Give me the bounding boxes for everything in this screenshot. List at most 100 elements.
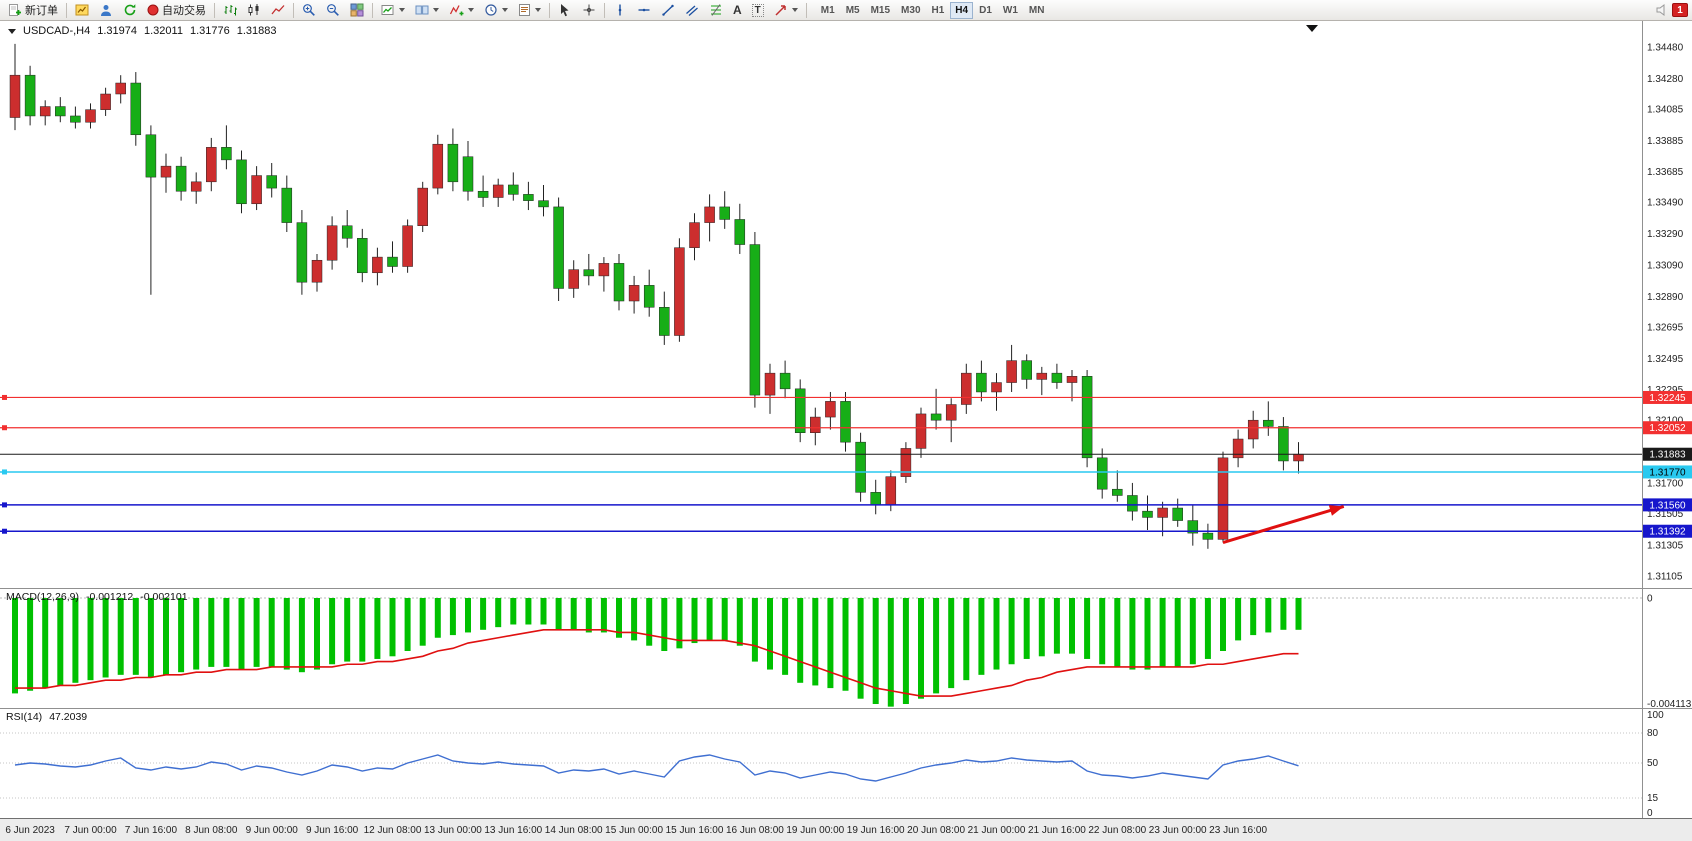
bar-chart-icon bbox=[224, 5, 237, 16]
chart-area[interactable]: 1.34480 1.34280 1.34085 1.33885 1.33685 1.334… bbox=[0, 21, 1692, 841]
candlestick-chart-button[interactable] bbox=[242, 1, 266, 19]
svg-text:1.32695: 1.32695 bbox=[1647, 322, 1684, 333]
text-button[interactable]: A bbox=[728, 1, 747, 19]
cursor-icon bbox=[561, 4, 569, 17]
text-label-icon: T bbox=[751, 3, 764, 17]
horizontal-lines[interactable]: 1.32245 1.32052 1.31883 1.31770 1.31560 1.313… bbox=[0, 390, 1692, 538]
periods-button[interactable] bbox=[479, 1, 513, 19]
auto-trading-button[interactable]: 自动交易 bbox=[142, 1, 211, 19]
toolbar: 新订单 自动交易 bbox=[0, 0, 1692, 21]
toolbar-separator bbox=[214, 2, 215, 18]
trend-arrow[interactable] bbox=[1222, 505, 1345, 544]
svg-text:9 Jun 16:00: 9 Jun 16:00 bbox=[306, 825, 359, 836]
svg-text:6 Jun 2023: 6 Jun 2023 bbox=[5, 825, 55, 836]
text-tool-icon: A bbox=[733, 3, 742, 17]
crosshair-icon bbox=[583, 4, 595, 16]
data-window-button[interactable] bbox=[94, 1, 118, 19]
cursor-button[interactable] bbox=[553, 1, 577, 19]
fibonacci-icon bbox=[711, 4, 721, 16]
svg-text:1.34280: 1.34280 bbox=[1647, 74, 1684, 85]
svg-text:13 Jun 16:00: 13 Jun 16:00 bbox=[484, 825, 542, 836]
market-watch-icon bbox=[75, 4, 89, 16]
svg-text:1.31392: 1.31392 bbox=[1649, 527, 1686, 538]
timeframe-m1-button[interactable]: M1 bbox=[816, 2, 840, 19]
toolbar-separator bbox=[66, 2, 67, 18]
svg-text:23 Jun 00:00: 23 Jun 00:00 bbox=[1149, 825, 1207, 836]
fibonacci-button[interactable] bbox=[704, 1, 728, 19]
line-chart-icon bbox=[271, 5, 285, 15]
svg-text:1.31560: 1.31560 bbox=[1649, 500, 1686, 511]
timeframe-m15-button[interactable]: M15 bbox=[866, 2, 895, 19]
templates-button[interactable] bbox=[513, 1, 546, 19]
svg-text:1.31883: 1.31883 bbox=[1649, 450, 1686, 461]
svg-text:1.32052: 1.32052 bbox=[1649, 423, 1686, 434]
timeframe-m5-button[interactable]: M5 bbox=[841, 2, 865, 19]
svg-text:1.33490: 1.33490 bbox=[1647, 198, 1684, 209]
timeframe-mn-button[interactable]: MN bbox=[1024, 2, 1050, 19]
new-order-label: 新订单 bbox=[25, 5, 58, 17]
zoom-out-button[interactable] bbox=[321, 1, 345, 19]
indicators-button[interactable] bbox=[444, 1, 479, 19]
svg-text:22 Jun 08:00: 22 Jun 08:00 bbox=[1088, 825, 1146, 836]
timeframe-d1-button[interactable]: D1 bbox=[974, 2, 997, 19]
arrow-shape-icon bbox=[775, 5, 786, 16]
macd-panel: 0 -0.004113 bbox=[0, 594, 1692, 710]
svg-text:12 Jun 08:00: 12 Jun 08:00 bbox=[364, 825, 422, 836]
shapes-button[interactable] bbox=[769, 1, 803, 19]
channel-button[interactable] bbox=[680, 1, 704, 19]
svg-text:0: 0 bbox=[1647, 594, 1653, 605]
svg-text:8 Jun 08:00: 8 Jun 08:00 bbox=[185, 825, 238, 836]
crosshair-button[interactable] bbox=[577, 1, 601, 19]
svg-text:1.33290: 1.33290 bbox=[1647, 229, 1684, 240]
timeframe-h4-button[interactable]: H4 bbox=[950, 1, 974, 19]
zoom-out-icon bbox=[327, 4, 339, 16]
new-chart-button[interactable] bbox=[376, 1, 410, 19]
sound-icon[interactable] bbox=[1655, 3, 1669, 17]
svg-text:13 Jun 00:00: 13 Jun 00:00 bbox=[424, 825, 482, 836]
market-watch-button[interactable] bbox=[70, 1, 94, 19]
trendline-button[interactable] bbox=[656, 1, 680, 19]
svg-text:1.32100: 1.32100 bbox=[1647, 416, 1684, 427]
notification-badge[interactable]: 1 bbox=[1672, 3, 1688, 17]
svg-text:1.31770: 1.31770 bbox=[1649, 467, 1686, 478]
svg-text:7 Jun 00:00: 7 Jun 00:00 bbox=[64, 825, 117, 836]
templates-caret-icon bbox=[535, 8, 541, 12]
svg-text:1.33685: 1.33685 bbox=[1647, 167, 1684, 178]
svg-text:1.32890: 1.32890 bbox=[1647, 292, 1684, 303]
zoom-in-icon bbox=[303, 4, 315, 16]
scroll-marker-icon[interactable] bbox=[1306, 25, 1318, 32]
timeframe-h1-button[interactable]: H1 bbox=[927, 2, 950, 19]
svg-text:1.32245: 1.32245 bbox=[1649, 393, 1686, 404]
svg-text:50: 50 bbox=[1647, 758, 1659, 769]
svg-text:1.32495: 1.32495 bbox=[1647, 354, 1684, 365]
svg-text:14 Jun 08:00: 14 Jun 08:00 bbox=[545, 825, 603, 836]
refresh-icon bbox=[124, 4, 136, 16]
text-label-button[interactable]: T bbox=[747, 1, 769, 19]
navigator-button[interactable] bbox=[118, 1, 142, 19]
timeframe-toolbar: M1 M5 M15 M30 H1 H4 D1 W1 MN bbox=[816, 1, 1050, 19]
horizontal-line-button[interactable] bbox=[632, 1, 656, 19]
time-axis[interactable]: 6 Jun 2023 7 Jun 00:00 7 Jun 16:00 8 Jun 08… bbox=[5, 825, 1267, 836]
timeframe-w1-button[interactable]: W1 bbox=[998, 2, 1023, 19]
bar-chart-button[interactable] bbox=[218, 1, 242, 19]
vertical-line-button[interactable] bbox=[608, 1, 632, 19]
chart-canvas[interactable]: 1.34480 1.34280 1.34085 1.33885 1.33685 1.334… bbox=[0, 21, 1692, 841]
new-order-button[interactable]: 新订单 bbox=[4, 1, 63, 19]
toolbar-separator bbox=[805, 2, 807, 18]
templates-icon bbox=[519, 4, 530, 16]
candlesticks bbox=[9, 43, 1304, 549]
line-chart-button[interactable] bbox=[266, 1, 290, 19]
svg-text:100: 100 bbox=[1647, 710, 1664, 721]
timeframe-m30-button[interactable]: M30 bbox=[896, 2, 925, 19]
auto-trading-label: 自动交易 bbox=[162, 5, 206, 17]
svg-text:1.31105: 1.31105 bbox=[1647, 572, 1683, 583]
zoom-in-button[interactable] bbox=[297, 1, 321, 19]
tile-windows-button[interactable] bbox=[345, 1, 369, 19]
svg-text:21 Jun 16:00: 21 Jun 16:00 bbox=[1028, 825, 1086, 836]
svg-text:20 Jun 08:00: 20 Jun 08:00 bbox=[907, 825, 965, 836]
svg-text:23 Jun 16:00: 23 Jun 16:00 bbox=[1209, 825, 1267, 836]
clock-icon bbox=[485, 4, 497, 16]
profiles-button[interactable] bbox=[410, 1, 444, 19]
data-window-icon bbox=[101, 5, 111, 16]
profiles-icon bbox=[415, 5, 429, 15]
